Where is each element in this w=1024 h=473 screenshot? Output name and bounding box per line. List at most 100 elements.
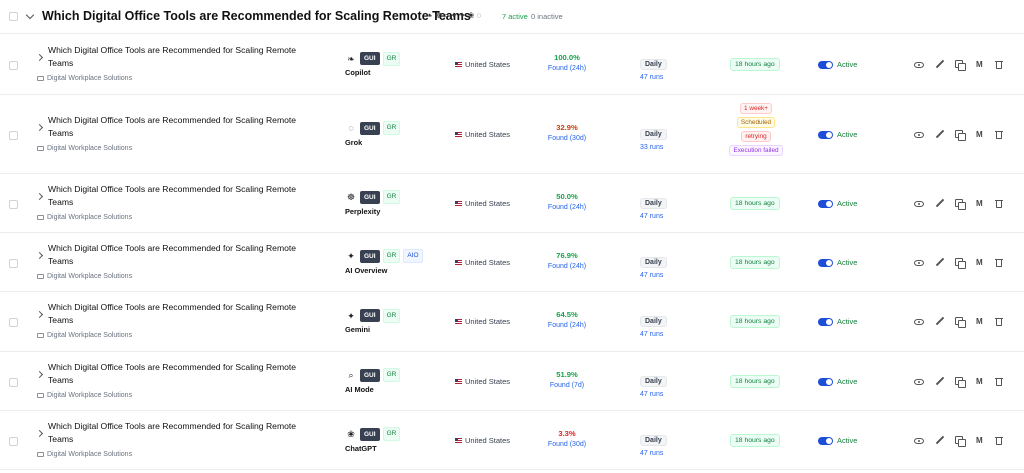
folder-label: Digital Workplace Solutions: [37, 145, 132, 152]
row-expand-chevron-icon[interactable]: [35, 370, 44, 378]
table-row[interactable]: Which Digital Office Tools are Recommend…: [0, 352, 1024, 411]
folder-icon: [37, 145, 44, 151]
m-button[interactable]: M: [976, 60, 983, 69]
found-window[interactable]: Found (24h): [547, 322, 587, 329]
eye-icon[interactable]: [914, 200, 924, 207]
eye-icon[interactable]: [914, 378, 924, 385]
row-expand-chevron-icon[interactable]: [35, 123, 44, 131]
query-title[interactable]: Which Digital Office Tools are Recommend…: [48, 420, 297, 444]
pencil-icon[interactable]: [935, 317, 944, 326]
runs-count[interactable]: 47 runs: [640, 271, 664, 279]
copy-icon[interactable]: [955, 435, 966, 447]
row-expand-chevron-icon[interactable]: [35, 429, 44, 437]
perplexity-icon: ☸: [346, 192, 356, 202]
trash-icon[interactable]: [995, 130, 1003, 139]
trash-icon[interactable]: [995, 199, 1003, 208]
row-select-checkbox[interactable]: [9, 318, 18, 327]
eye-icon[interactable]: [914, 62, 924, 68]
folder-icon: [37, 273, 44, 279]
row-select-checkbox[interactable]: [9, 436, 18, 446]
m-button[interactable]: M: [976, 435, 983, 445]
row-select-checkbox[interactable]: [9, 61, 18, 70]
trash-icon[interactable]: [995, 258, 1003, 267]
row-select-checkbox[interactable]: [9, 130, 18, 140]
active-toggle[interactable]: [818, 61, 833, 69]
row-expand-chevron-icon[interactable]: [35, 251, 44, 259]
trash-icon[interactable]: [995, 317, 1003, 326]
table-row[interactable]: Which Digital Office Tools are Recommend…: [0, 35, 1024, 95]
copy-icon[interactable]: [955, 257, 966, 269]
query-title[interactable]: Which Digital Office Tools are Recommend…: [48, 114, 297, 138]
eye-icon[interactable]: [914, 319, 924, 325]
active-toggle[interactable]: [818, 318, 833, 326]
row-expand-chevron-icon[interactable]: [35, 192, 44, 200]
active-label: Active: [837, 129, 858, 139]
query-title[interactable]: Which Digital Office Tools are Recommend…: [48, 45, 297, 68]
table-row[interactable]: Which Digital Office Tools are Recommend…: [0, 174, 1024, 233]
m-button[interactable]: M: [976, 317, 983, 326]
score-value: 51.9%: [556, 369, 578, 379]
query-title[interactable]: Which Digital Office Tools are Recommend…: [48, 302, 297, 325]
query-title[interactable]: Which Digital Office Tools are Recommend…: [48, 361, 297, 385]
score-cell: 32.9% Found (30d): [535, 123, 599, 142]
copy-icon[interactable]: [955, 198, 966, 210]
runs-count[interactable]: 47 runs: [640, 449, 664, 457]
active-toggle[interactable]: [818, 436, 833, 445]
row-expand-chevron-icon[interactable]: [35, 53, 44, 62]
trash-icon[interactable]: [995, 377, 1003, 386]
row-select-checkbox[interactable]: [9, 258, 18, 268]
query-title[interactable]: Which Digital Office Tools are Recommend…: [48, 242, 297, 266]
country-cell: United States: [455, 60, 510, 69]
active-toggle[interactable]: [818, 377, 833, 386]
active-label: Active: [837, 60, 858, 69]
eye-icon[interactable]: [914, 259, 924, 266]
found-window[interactable]: Found (30d): [547, 440, 587, 448]
row-select-checkbox[interactable]: [9, 377, 18, 387]
group-collapse-chevron-icon[interactable]: [25, 10, 35, 20]
table-row[interactable]: Which Digital Office Tools are Recommend…: [0, 233, 1024, 292]
copy-icon[interactable]: [955, 376, 966, 388]
copy-icon[interactable]: [955, 129, 966, 141]
m-button[interactable]: M: [976, 257, 983, 267]
found-window[interactable]: Found (24h): [547, 65, 587, 72]
runs-count[interactable]: 47 runs: [640, 74, 664, 81]
m-button[interactable]: M: [976, 198, 983, 208]
group-select-checkbox[interactable]: [9, 12, 18, 21]
found-window[interactable]: Found (7d): [549, 381, 585, 389]
trash-icon[interactable]: [995, 60, 1003, 69]
eye-icon[interactable]: [914, 437, 924, 444]
active-toggle[interactable]: [818, 199, 833, 208]
active-toggle[interactable]: [818, 130, 833, 139]
pencil-icon[interactable]: [935, 60, 944, 69]
copy-icon[interactable]: [955, 60, 966, 71]
table-row[interactable]: Which Digital Office Tools are Recommend…: [0, 411, 1024, 470]
table-row[interactable]: Which Digital Office Tools are Recommend…: [0, 292, 1024, 352]
found-window[interactable]: Found (24h): [547, 262, 587, 270]
runs-count[interactable]: 33 runs: [640, 143, 664, 151]
runs-count[interactable]: 47 runs: [640, 212, 664, 220]
country-cell: United States: [455, 199, 510, 208]
row-expand-chevron-icon[interactable]: [35, 310, 44, 319]
runs-count[interactable]: 47 runs: [640, 331, 664, 338]
pencil-icon[interactable]: [935, 199, 944, 208]
query-title[interactable]: Which Digital Office Tools are Recommend…: [48, 183, 297, 207]
runs-count[interactable]: 47 runs: [640, 390, 664, 398]
pencil-icon[interactable]: [935, 436, 944, 445]
active-toggle[interactable]: [818, 258, 833, 267]
pencil-icon[interactable]: [935, 130, 944, 139]
copy-icon[interactable]: [955, 317, 966, 328]
folder-label: Digital Workplace Solutions: [37, 392, 132, 399]
row-select-checkbox[interactable]: [9, 199, 18, 209]
table-row[interactable]: Which Digital Office Tools are Recommend…: [0, 95, 1024, 174]
m-button[interactable]: M: [976, 376, 983, 386]
model-cell: ❀ GUI GR ChatGPT: [345, 427, 401, 453]
trash-icon[interactable]: [995, 436, 1003, 445]
model-cell: ✦ GUI GR AIO AI Overview: [345, 249, 423, 275]
pencil-icon[interactable]: [935, 258, 944, 267]
found-window[interactable]: Found (24h): [547, 203, 587, 211]
eye-icon[interactable]: [914, 131, 924, 138]
m-button[interactable]: M: [976, 129, 983, 139]
pencil-icon[interactable]: [935, 377, 944, 386]
found-window[interactable]: Found (30d): [547, 134, 587, 142]
folder-name: Digital Workplace Solutions: [47, 75, 133, 82]
